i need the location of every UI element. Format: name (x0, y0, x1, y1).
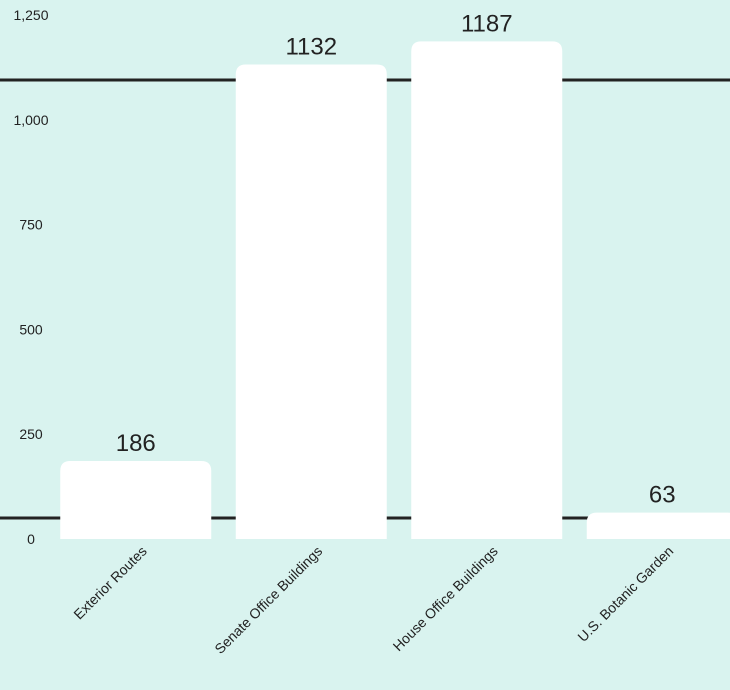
bars (60, 41, 730, 539)
category-label: Exterior Routes (70, 543, 150, 623)
y-tick-label: 250 (19, 426, 43, 442)
data-label: 1187 (461, 10, 513, 37)
data-label: 63 (649, 482, 676, 509)
y-axis-ticks: 0 250 500 750 1,000 1,250 (13, 7, 48, 547)
y-tick-label: 0 (27, 531, 35, 547)
category-label: House Office Buildings (390, 543, 501, 654)
data-labels: 186 1132 1187 63 (116, 10, 676, 508)
bar-3 (586, 512, 730, 539)
bar-2 (411, 41, 563, 539)
y-tick-label: 500 (19, 321, 43, 337)
data-label: 186 (116, 430, 156, 457)
bar-1 (235, 64, 387, 539)
y-tick-label: 1,000 (13, 112, 48, 128)
category-label: Senate Office Buildings (211, 543, 325, 657)
data-label: 1132 (285, 33, 337, 60)
y-tick-label: 1,250 (13, 7, 48, 23)
y-tick-label: 750 (19, 217, 43, 233)
category-label: U.S. Botanic Garden (574, 543, 676, 645)
category-labels: Exterior Routes Senate Office Buildings Ho… (70, 543, 676, 657)
bar-0 (60, 461, 212, 539)
